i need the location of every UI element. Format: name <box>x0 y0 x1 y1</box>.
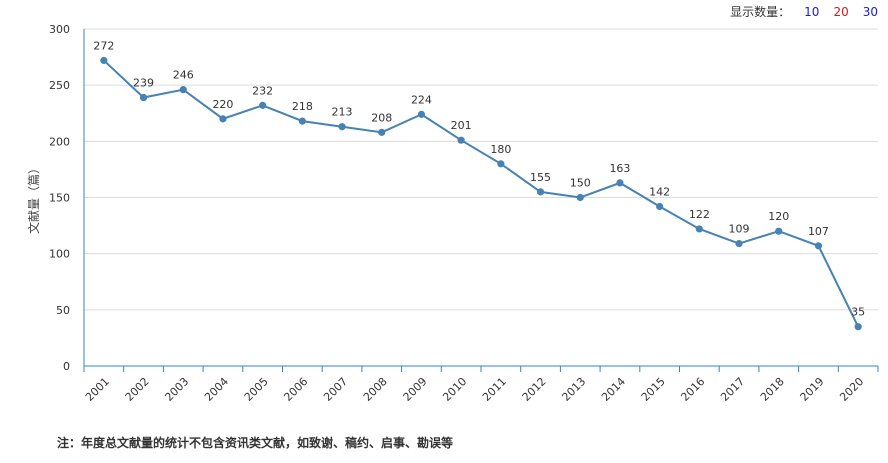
x-tick-label-2020: 2020 <box>837 375 866 404</box>
data-label-2012: 155 <box>530 171 551 184</box>
data-point-2002 <box>139 93 148 102</box>
x-tick-label-2016: 2016 <box>678 375 707 404</box>
data-label-2001: 272 <box>93 39 114 52</box>
data-label-2010: 201 <box>451 119 472 132</box>
data-label-2017: 109 <box>729 223 750 236</box>
data-labels: 272 239 246 220 232 218 213 208 224 201 180 155 150 1… <box>93 39 865 318</box>
y-tick-label-1: 50 <box>56 304 70 317</box>
data-point-2004 <box>219 115 227 123</box>
data-point-2020 <box>854 323 862 331</box>
x-tick-label-2010: 2010 <box>440 375 469 404</box>
data-points <box>100 56 862 331</box>
data-label-2019: 107 <box>808 225 829 238</box>
display-count-option-10[interactable]: 10 <box>804 5 820 19</box>
x-tick-label-2005: 2005 <box>242 375 271 404</box>
data-point-2011 <box>497 160 505 168</box>
data-point-2014 <box>616 179 624 187</box>
display-count-option-30[interactable]: 30 <box>862 5 878 19</box>
data-label-2016: 122 <box>689 208 710 221</box>
x-tick-label-2017: 2017 <box>718 375 747 404</box>
data-point-2012 <box>536 188 545 196</box>
data-label-2020: 35 <box>851 306 865 319</box>
data-point-2009 <box>417 110 426 118</box>
data-label-2003: 246 <box>173 69 194 82</box>
y-tick-label-2: 100 <box>49 248 70 261</box>
x-tick-label-2013: 2013 <box>559 375 588 404</box>
x-tick-label-2012: 2012 <box>520 375 549 404</box>
data-point-2006 <box>298 117 306 125</box>
x-tick-label-2001: 2001 <box>83 375 112 404</box>
x-tick-label-2004: 2004 <box>202 375 231 404</box>
data-point-2013 <box>576 193 584 202</box>
footnote: 注：年度总文献量的统计不包含资讯类文献，如致谢、稿约、启事、勘误等 <box>57 436 454 450</box>
display-count-option-20[interactable]: 20 <box>833 5 849 19</box>
series-line-group <box>103 59 860 328</box>
data-point-2017 <box>735 239 743 248</box>
x-tick-label-2008: 2008 <box>361 375 390 404</box>
data-label-2009: 224 <box>411 93 432 106</box>
axes <box>83 29 879 372</box>
data-label-2006: 218 <box>292 100 313 113</box>
data-point-2005 <box>259 101 267 109</box>
data-point-2019 <box>814 242 823 250</box>
data-label-2005: 232 <box>252 84 273 97</box>
x-tick-label-2002: 2002 <box>123 375 152 404</box>
data-point-2018 <box>775 227 783 235</box>
data-point-2008 <box>378 128 386 136</box>
series-line <box>103 59 860 328</box>
data-label-2011: 180 <box>490 143 511 156</box>
x-tick-label-2006: 2006 <box>281 375 310 404</box>
data-label-2002: 239 <box>133 77 154 90</box>
data-label-2015: 142 <box>649 185 670 198</box>
data-point-2016 <box>695 225 703 233</box>
display-count-selector: 显示数量： 10 20 30 <box>730 3 878 20</box>
y-axis-label: 文献量（篇） <box>26 162 41 234</box>
x-tick-labels: 2001 2002 2003 2004 2005 2006 2007 2008 2009 2010… <box>83 375 866 404</box>
data-point-2007 <box>338 123 346 131</box>
x-tick-label-2011: 2011 <box>480 375 509 404</box>
y-tick-label-4: 200 <box>49 135 70 148</box>
x-tick-label-2015: 2015 <box>639 375 668 404</box>
x-tick-label-2014: 2014 <box>599 375 628 404</box>
y-tick-label-5: 250 <box>49 79 70 92</box>
data-label-2007: 213 <box>332 106 353 119</box>
x-tick-label-2019: 2019 <box>798 375 827 404</box>
data-point-2003 <box>179 86 187 94</box>
data-point-2015 <box>656 202 664 211</box>
y-tick-label-0: 0 <box>63 360 70 373</box>
display-count-label: 显示数量： <box>730 5 791 19</box>
data-label-2008: 208 <box>371 111 392 124</box>
x-tick-label-2003: 2003 <box>162 375 191 404</box>
y-tick-labels: 0 50 100 150 200 250 300 <box>49 23 70 373</box>
data-label-2014: 163 <box>609 162 630 175</box>
data-point-2010 <box>457 136 465 144</box>
x-tick-label-2007: 2007 <box>321 375 350 404</box>
data-label-2013: 150 <box>570 177 591 190</box>
y-tick-label-6: 300 <box>49 23 70 36</box>
y-tick-label-3: 150 <box>49 192 70 205</box>
x-tick-label-2009: 2009 <box>401 375 430 404</box>
data-label-2018: 120 <box>768 210 789 223</box>
data-label-2004: 220 <box>212 98 233 111</box>
gridlines <box>84 28 878 311</box>
x-tick-label-2018: 2018 <box>758 375 787 404</box>
data-point-2001 <box>100 56 108 65</box>
